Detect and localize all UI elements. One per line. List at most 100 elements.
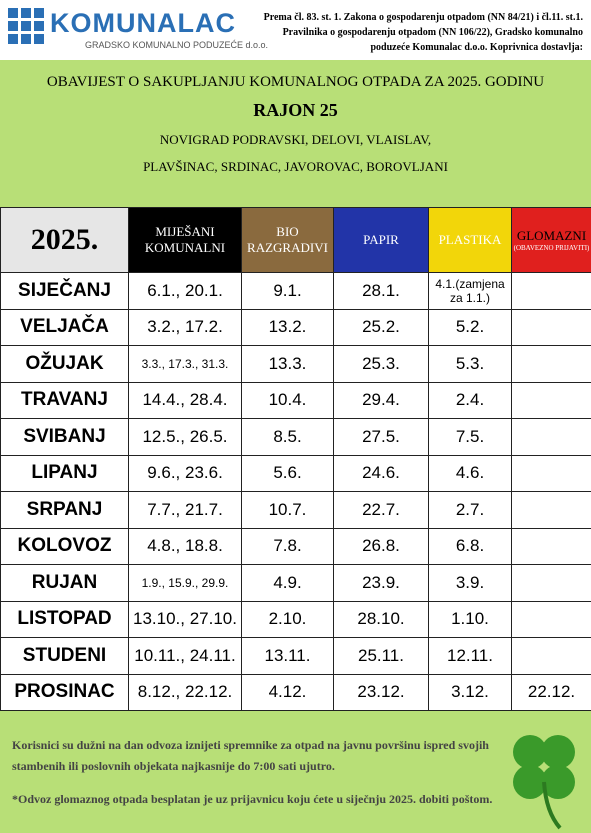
date-cell — [511, 308, 591, 346]
date-cell: 10.11., 24.11. — [128, 637, 242, 675]
date-cell — [511, 454, 591, 492]
date-cell: 3.9. — [428, 564, 512, 602]
date-cell: 2.10. — [241, 600, 334, 638]
clover-icon — [513, 735, 575, 830]
date-cell: 24.6. — [333, 454, 429, 492]
table-row: VELJAČA 3.2., 17.2. 13.2. 25.2. 5.2. — [0, 308, 591, 346]
date-cell: 27.5. — [333, 418, 429, 456]
column-header: PLASTIKA — [428, 207, 512, 273]
date-cell: 12.11. — [428, 637, 512, 675]
date-cell: 14.4., 28.4. — [128, 381, 242, 419]
month-cell: KOLOVOZ — [0, 527, 129, 565]
date-cell — [511, 491, 591, 529]
date-cell: 7.7., 21.7. — [128, 491, 242, 529]
footer-note: *Odvoz glomaznog otpada besplatan je uz … — [12, 792, 493, 806]
date-cell: 25.11. — [333, 637, 429, 675]
column-header: MIJEŠANI KOMUNALNI — [128, 207, 242, 273]
district: RAJON 25 — [253, 100, 338, 120]
date-cell: 8.12., 22.12. — [128, 673, 242, 711]
date-cell: 10.7. — [241, 491, 334, 529]
date-cell — [511, 527, 591, 565]
date-cell: 23.9. — [333, 564, 429, 602]
date-cell: 1.9., 15.9., 29.9. — [128, 564, 242, 602]
column-header: GLOMAZNI (OBAVEZNO PRIJAVITI) — [511, 207, 591, 273]
table-row: LIPANJ 9.6., 23.6. 5.6. 24.6. 4.6. — [0, 454, 591, 492]
logo-name: KOMUNALAC — [50, 8, 236, 38]
date-cell: 3.3., 17.3., 31.3. — [128, 345, 242, 383]
date-cell: 10.4. — [241, 381, 334, 419]
date-cell: 4.12. — [241, 673, 334, 711]
date-cell — [511, 564, 591, 602]
table-row: PROSINAC 8.12., 22.12. 4.12. 23.12. 3.12. 22.… — [0, 673, 591, 711]
date-cell: 6.1., 20.1. — [128, 272, 242, 310]
date-cell: 2.7. — [428, 491, 512, 529]
date-cell: 28.1. — [333, 272, 429, 310]
date-cell: 3.2., 17.2. — [128, 308, 242, 346]
month-cell: SIJEČANJ — [0, 272, 129, 310]
month-cell: LISTOPAD — [0, 600, 129, 638]
date-cell: 22.7. — [333, 491, 429, 529]
notice: Prema čl. 83. st. 1. Zakona o gospodaren… — [263, 12, 583, 53]
month-cell: LIPANJ — [0, 454, 129, 492]
date-cell: 13.3. — [241, 345, 334, 383]
date-cell: 13.10., 27.10. — [128, 600, 242, 638]
table-row: SIJEČANJ 6.1., 20.1. 9.1. 28.1. 4.1.(zamjena… — [0, 272, 591, 310]
month-cell: STUDENI — [0, 637, 129, 675]
table-row: SRPANJ 7.7., 21.7. 10.7. 22.7. 2.7. — [0, 491, 591, 529]
date-cell — [511, 418, 591, 456]
date-cell: 22.12. — [511, 673, 591, 711]
table-row: KOLOVOZ 4.8., 18.8. 7.8. 26.8. 6.8. — [0, 527, 591, 565]
date-cell: 7.8. — [241, 527, 334, 565]
date-cell: 4.1.(zamjena za 1.1.) — [428, 272, 512, 310]
logo-icon — [8, 8, 44, 44]
date-cell: 28.10. — [333, 600, 429, 638]
date-cell: 6.8. — [428, 527, 512, 565]
date-cell: 12.5., 26.5. — [128, 418, 242, 456]
date-cell: 29.4. — [333, 381, 429, 419]
places: NOVIGRAD PODRAVSKI, DELOVI, VLAISLAV, — [159, 132, 432, 147]
logo-subtitle: GRADSKO KOMUNALNO PODUZEĆE d.o.o. — [85, 40, 269, 50]
year-header: 2025. — [0, 207, 129, 273]
table-row: LISTOPAD 13.10., 27.10. 2.10. 28.10. 1.10. — [0, 600, 591, 638]
date-cell: 4.9. — [241, 564, 334, 602]
table-row: OŽUJAK 3.3., 17.3., 31.3. 13.3. 25.3. 5.3. — [0, 345, 591, 383]
date-cell: 4.8., 18.8. — [128, 527, 242, 565]
month-cell: OŽUJAK — [0, 345, 129, 383]
header: KOMUNALAC GRADSKO KOMUNALNO PODUZEĆE d.o… — [0, 0, 591, 60]
date-cell: 5.3. — [428, 345, 512, 383]
table-row: SVIBANJ 12.5., 26.5. 8.5. 27.5. 7.5. — [0, 418, 591, 456]
date-cell: 3.12. — [428, 673, 512, 711]
month-cell: VELJAČA — [0, 308, 129, 346]
places: PLAVŠINAC, SRDINAC, JAVOROVAC, BOROVLJAN… — [143, 159, 448, 174]
date-cell: 4.6. — [428, 454, 512, 492]
date-cell: 13.2. — [241, 308, 334, 346]
column-header: PAPIR — [333, 207, 429, 273]
date-cell: 5.6. — [241, 454, 334, 492]
date-cell: 13.11. — [241, 637, 334, 675]
footer-note: Korisnici su dužni na dan odvoza iznijet… — [12, 738, 489, 773]
date-cell — [511, 345, 591, 383]
date-cell — [511, 637, 591, 675]
column-header: BIO RAZGRADIVI — [241, 207, 334, 273]
date-cell: 23.12. — [333, 673, 429, 711]
month-cell: SVIBANJ — [0, 418, 129, 456]
date-cell: 25.2. — [333, 308, 429, 346]
date-cell: 2.4. — [428, 381, 512, 419]
date-cell: 7.5. — [428, 418, 512, 456]
date-cell: 9.1. — [241, 272, 334, 310]
date-cell — [511, 600, 591, 638]
month-cell: RUJAN — [0, 564, 129, 602]
column-note: (OBAVEZNO PRIJAVITI) — [513, 244, 590, 252]
date-cell: 1.10. — [428, 600, 512, 638]
month-cell: PROSINAC — [0, 673, 129, 711]
title: OBAVIJEST O SAKUPLJANJU KOMUNALNOG OTPAD… — [46, 74, 545, 90]
table-row: STUDENI 10.11., 24.11. 13.11. 25.11. 12.11. — [0, 637, 591, 675]
schedule-table: 2025. MIJEŠANI KOMUNALNI BIO RAZGRADIVI PA… — [0, 207, 591, 711]
date-cell — [511, 381, 591, 419]
date-cell — [511, 272, 591, 310]
month-cell: TRAVANJ — [0, 381, 129, 419]
table-row: RUJAN 1.9., 15.9., 29.9. 4.9. 23.9. 3.9. — [0, 564, 591, 602]
table-row: TRAVANJ 14.4., 28.4. 10.4. 29.4. 2.4. — [0, 381, 591, 419]
date-cell: 9.6., 23.6. — [128, 454, 242, 492]
